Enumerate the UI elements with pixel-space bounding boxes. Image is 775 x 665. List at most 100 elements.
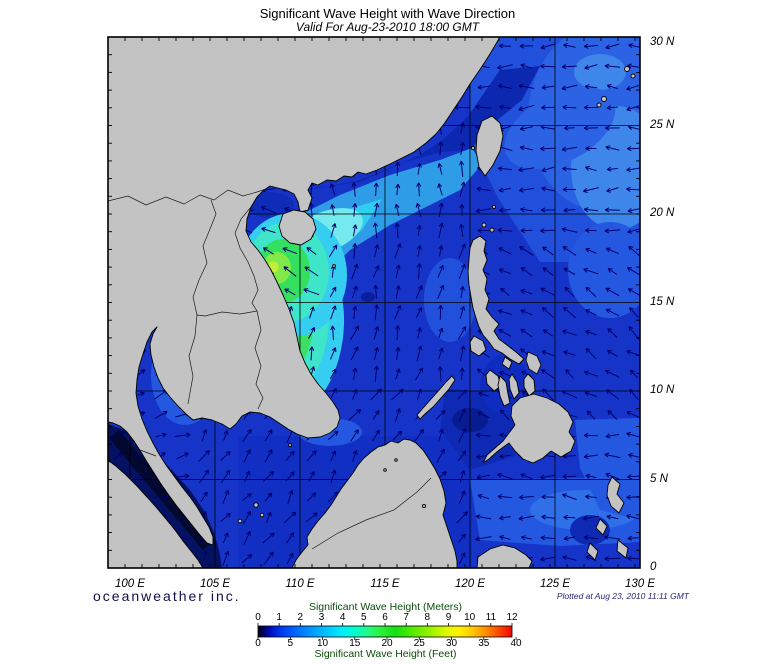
wave-direction-arrow — [306, 492, 317, 502]
island-halmahera — [606, 476, 625, 514]
chart-valid-time: Valid For Aug-23-2010 18:00 GMT — [295, 20, 480, 34]
wave-direction-arrow — [605, 287, 620, 297]
wave-direction-arrow — [416, 182, 422, 197]
wave-direction-arrow — [395, 346, 401, 360]
wave-direction-arrow — [497, 166, 512, 172]
wave-direction-arrow — [519, 126, 533, 132]
lon-label: 100 E — [114, 578, 146, 590]
wave-direction-arrow — [329, 286, 337, 298]
wave-direction-arrow — [352, 203, 358, 217]
wave-direction-arrow — [374, 202, 380, 218]
wave-direction-arrow — [584, 370, 598, 377]
wave-direction-arrow — [395, 264, 401, 279]
wave-direction-arrow — [518, 167, 535, 173]
island-luzon — [467, 235, 525, 365]
wave-direction-arrow — [328, 244, 338, 258]
wave-direction-arrow — [394, 203, 400, 217]
border-china-south — [107, 188, 267, 206]
island-ryukyu — [630, 73, 636, 79]
wave-direction-arrow — [242, 493, 252, 501]
wave-direction-arrow — [604, 556, 621, 562]
wave-direction-arrow — [352, 450, 358, 462]
wave-direction-arrow — [627, 474, 640, 480]
wave-direction-arrow — [198, 469, 210, 484]
wave-direction-arrow — [498, 43, 511, 49]
wave-direction-arrow — [260, 206, 276, 214]
wave-direction-arrow — [563, 125, 575, 131]
wave-direction-arrow — [583, 267, 599, 275]
wave-direction-arrow — [539, 556, 556, 562]
wave-direction-arrow — [585, 286, 597, 298]
wave-direction-arrow — [562, 166, 577, 172]
wave-direction-arrow — [303, 288, 320, 296]
wave-direction-arrow — [155, 432, 167, 438]
wave-direction-arrow — [583, 432, 598, 439]
wave-direction-arrow — [330, 305, 337, 320]
wave-direction-arrow — [372, 409, 380, 420]
wave-direction-arrow — [285, 532, 295, 544]
colorbar-meter-value: 3 — [318, 612, 325, 623]
island-babuyan — [489, 227, 495, 233]
wave-direction-arrow — [628, 43, 640, 49]
wave-direction-arrow — [627, 288, 640, 296]
wave-direction-arrow — [585, 145, 597, 152]
island-ryukyu — [624, 66, 630, 72]
wave-direction-arrow — [350, 429, 359, 442]
wave-direction-arrow — [309, 306, 315, 319]
wave-direction-arrow — [262, 247, 274, 255]
island-palawan — [416, 375, 456, 420]
wave-direction-arrow — [518, 104, 535, 112]
island-cebu — [508, 373, 520, 400]
lat-label: 30 N — [650, 36, 675, 48]
country-borders — [107, 188, 432, 550]
wave-direction-arrow — [394, 243, 402, 259]
wave-direction-arrow — [563, 514, 576, 520]
wave-direction-arrow — [606, 84, 619, 90]
wave-direction-arrow — [395, 325, 401, 341]
wave-direction-arrow — [606, 166, 618, 172]
colorbar-meter-value: 1 — [276, 612, 282, 623]
wave-direction-arrow — [519, 246, 534, 256]
wave-direction-arrow — [352, 389, 358, 400]
wave-direction-arrow — [372, 429, 380, 442]
colorbar-bar — [257, 625, 513, 638]
wave-direction-arrow — [605, 43, 620, 50]
wave-direction-arrow — [563, 43, 576, 49]
lon-label: 105 E — [199, 578, 231, 590]
wave-direction-arrow — [605, 247, 619, 255]
island-negros — [497, 375, 511, 407]
sea-patch — [574, 54, 626, 90]
island-masbate — [501, 356, 513, 370]
wave-direction-arrow — [584, 64, 598, 70]
wave-direction-arrow — [459, 122, 465, 134]
colorbar-feet-value: 35 — [478, 638, 490, 649]
wave-direction-arrow — [372, 222, 379, 239]
landmass-mainland-asia — [107, 36, 501, 546]
colorbar-meter-value: 2 — [297, 612, 304, 623]
sea-patch — [568, 222, 640, 318]
wave-direction-arrow — [285, 450, 295, 462]
wave-direction-arrow — [476, 474, 491, 480]
wave-direction-arrow — [518, 187, 534, 193]
island-mindanao — [482, 393, 576, 464]
wave-direction-arrow — [415, 307, 423, 318]
wave-direction-arrow — [220, 512, 231, 523]
wave-direction-arrow — [605, 433, 620, 439]
wave-direction-arrow — [284, 288, 296, 296]
border-thailand-cambodia — [187, 314, 198, 405]
wave-direction-arrow — [475, 432, 491, 438]
wave-direction-arrow — [627, 125, 640, 130]
colorbar-meter-value: 8 — [424, 612, 431, 623]
colorbar — [257, 623, 517, 640]
island-sumatra — [107, 459, 204, 569]
wave-direction-arrow — [478, 391, 489, 397]
wave-direction-arrow — [584, 84, 597, 90]
island-small — [616, 539, 629, 559]
wave-direction-arrow — [607, 410, 618, 420]
colorbar-title-feet: Significant Wave Height (Feet) — [314, 648, 457, 660]
colorbar-title-meters: Significant Wave Height (Meters) — [308, 601, 463, 613]
wave-direction-arrow — [329, 368, 337, 380]
wave-direction-arrow — [540, 287, 556, 297]
island-anambas — [237, 518, 243, 524]
